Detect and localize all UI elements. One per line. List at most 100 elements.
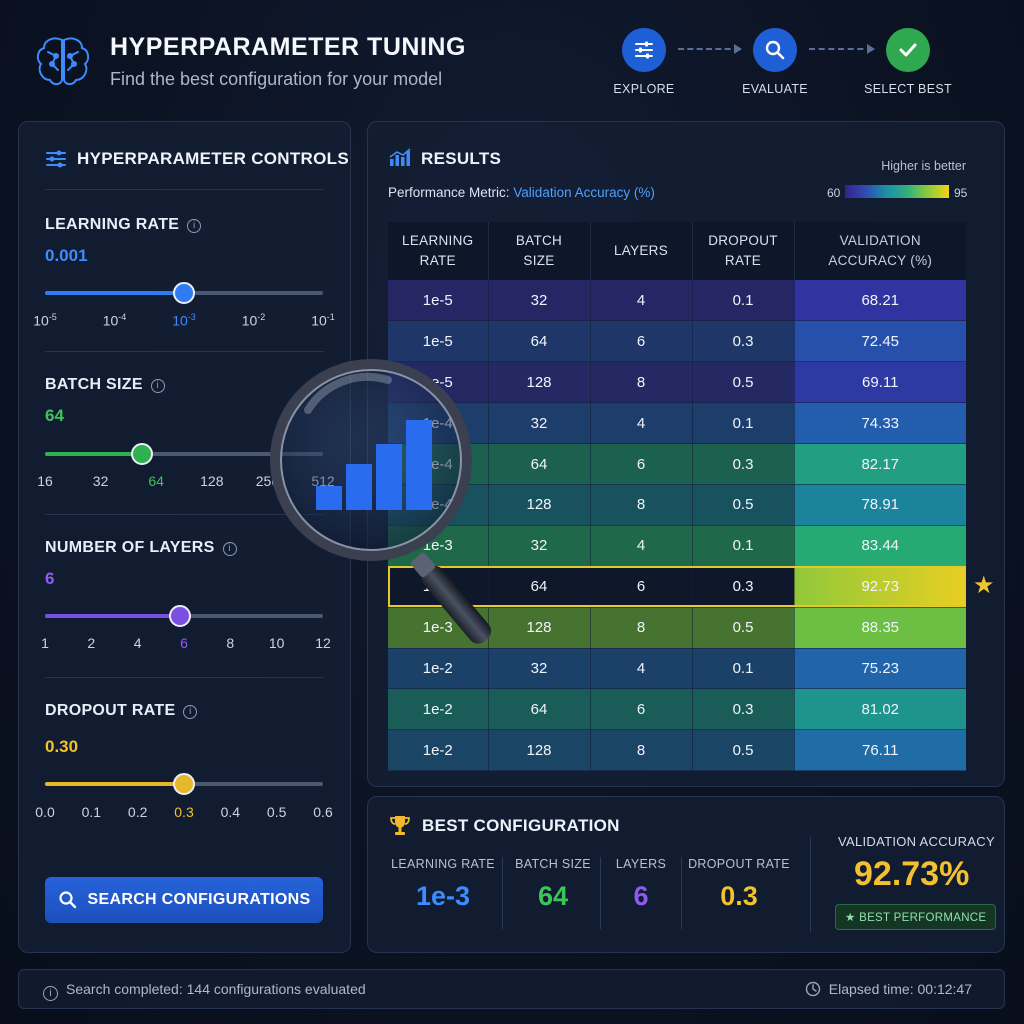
- tick-label: 16: [37, 473, 53, 489]
- search-icon: [58, 891, 76, 909]
- table-row[interactable]: 1e-43240.174.33: [388, 402, 966, 445]
- dropout-slider[interactable]: [45, 773, 323, 795]
- learning-rate-value: 0.001: [45, 246, 88, 265]
- step-evaluate[interactable]: EVALUATE: [715, 28, 835, 96]
- batch-size-value: 64: [45, 406, 64, 425]
- best-layers: LAYERS 6: [615, 857, 667, 911]
- table-cell: 0.1: [692, 525, 795, 567]
- best-performance-badge: ★ BEST PERFORMANCE: [835, 904, 997, 930]
- status-message: i Search completed: 144 configurations ev…: [43, 981, 366, 1001]
- column-header[interactable]: LEARNING RATE: [388, 222, 489, 280]
- tick-label: 6: [180, 635, 188, 651]
- dropout-ticks: 0.0 0.1 0.2 0.3 0.4 0.5 0.6: [35, 804, 332, 824]
- divider: [502, 857, 503, 929]
- table-row[interactable]: 1e-3 32 4 0.1 83.44: [388, 525, 966, 567]
- tick-label: 128: [200, 473, 224, 489]
- table-cell: 4: [590, 402, 693, 445]
- tick-label: 4: [133, 635, 142, 651]
- table-cell: 0.3: [692, 443, 795, 485]
- layers-knob[interactable]: [168, 605, 191, 627]
- layers-value: 6: [45, 569, 55, 588]
- check-icon: [886, 28, 930, 72]
- table-row[interactable]: 1e-5 64 6 0.3 72.45: [388, 320, 966, 363]
- divider: [600, 857, 601, 929]
- learning-rate-knob[interactable]: [173, 282, 195, 304]
- batch-size-knob[interactable]: [131, 443, 154, 465]
- table-cell: 0.5: [692, 484, 795, 526]
- table-cell: 0.1: [692, 402, 795, 445]
- tick-label: 0.0: [35, 804, 55, 820]
- table-cell: 64: [488, 566, 591, 608]
- step-arrow: [809, 44, 875, 54]
- color-scale-bar: [845, 185, 949, 198]
- tick-label: 0.1: [81, 804, 102, 820]
- layers-label: NUMBER OF LAYERS i: [45, 539, 237, 557]
- table-row[interactable]: 1e-2 128 8 0.5 76.11: [388, 729, 966, 772]
- table-cell: 32: [488, 402, 591, 445]
- table-cell: 0.3: [692, 566, 795, 608]
- slider-fill: [45, 291, 184, 295]
- column-header[interactable]: VALIDATION ACCURACY (%): [794, 222, 966, 280]
- info-icon[interactable]: i: [183, 705, 198, 719]
- divider: [45, 677, 324, 678]
- info-icon[interactable]: i: [222, 542, 237, 556]
- column-header[interactable]: DROPOUT RATE: [692, 222, 795, 280]
- table-cell: 32: [488, 648, 591, 690]
- step-explore[interactable]: EXPLORE: [584, 28, 704, 96]
- clock-icon: [805, 981, 820, 997]
- divider: [45, 189, 324, 190]
- accuracy-cell: 88.35: [794, 607, 966, 649]
- table-cell: 1e-2: [388, 648, 489, 690]
- step-evaluate-label: EVALUATE: [742, 82, 808, 96]
- table-row[interactable]: 1e-3 128 8 0.5 88.35: [388, 607, 966, 649]
- elapsed-time: Elapsed time: 00:12:47: [805, 981, 972, 997]
- tick-label: 12: [315, 635, 331, 651]
- tick-label: 0.3: [174, 804, 194, 820]
- dropout-value: 0.30: [45, 737, 79, 756]
- accuracy-cell: 68.21: [794, 280, 966, 322]
- scale-max: 95: [954, 186, 968, 200]
- best-config-title: BEST CONFIGURATION: [422, 816, 620, 835]
- tick-label: 64: [148, 473, 164, 489]
- accuracy-cell: 82.17: [794, 443, 966, 485]
- layers-ticks: 1 2 4 6 8 10 12: [41, 635, 331, 655]
- validation-accuracy-label: VALIDATION ACCURACY: [838, 834, 995, 849]
- tick-label: 0.5: [266, 804, 287, 820]
- step-select-best[interactable]: SELECT BEST: [848, 28, 968, 96]
- search-icon: [753, 28, 797, 72]
- table-cell: 0.3: [692, 688, 795, 731]
- batch-size-slider[interactable]: [45, 443, 323, 465]
- divider: [681, 857, 682, 929]
- accuracy-cell: 75.23: [794, 648, 966, 690]
- column-header[interactable]: LAYERS: [590, 222, 693, 280]
- dropout-knob[interactable]: [173, 773, 195, 795]
- app-subtitle: Find the best configuration for your mod…: [110, 69, 443, 89]
- tick-label: 10-3: [172, 312, 196, 329]
- table-row[interactable]: 1e-2 32 4 0.1 75.23: [388, 648, 966, 690]
- tick-label: 10-1: [311, 312, 335, 329]
- learning-rate-slider[interactable]: [45, 282, 323, 304]
- search-configurations-button[interactable]: SEARCH CONFIGURATIONS: [45, 877, 323, 923]
- brain-icon: [36, 37, 90, 86]
- status-bar: i Search completed: 144 configurations ev…: [18, 969, 1005, 1009]
- slider-fill: [45, 452, 143, 456]
- table-cell: 0.1: [692, 280, 795, 322]
- tick-label: 1: [41, 635, 49, 651]
- accuracy-cell: 83.44: [794, 525, 966, 567]
- table-row[interactable]: 1e-2 64 6 0.3 81.02: [388, 688, 966, 731]
- slider-fill: [45, 614, 180, 618]
- table-cell: 6: [590, 443, 693, 485]
- tick-label: 10-5: [33, 312, 57, 329]
- star-icon: ★: [973, 572, 995, 599]
- table-cell: 1e-2: [388, 729, 489, 772]
- learning-rate-label: LEARNING RATE i: [45, 216, 202, 234]
- layers-slider[interactable]: [45, 605, 323, 627]
- step-explore-label: EXPLORE: [613, 82, 675, 96]
- accuracy-cell: 69.11: [794, 361, 966, 404]
- info-icon[interactable]: i: [187, 219, 202, 233]
- step-select-best-label: SELECT BEST: [864, 82, 952, 96]
- table-row[interactable]: 1e-5 32 4 0.1 68.21: [388, 280, 966, 322]
- info-icon[interactable]: i: [150, 379, 165, 393]
- column-header[interactable]: BATCH SIZE: [488, 222, 591, 280]
- table-cell: 32: [488, 525, 591, 567]
